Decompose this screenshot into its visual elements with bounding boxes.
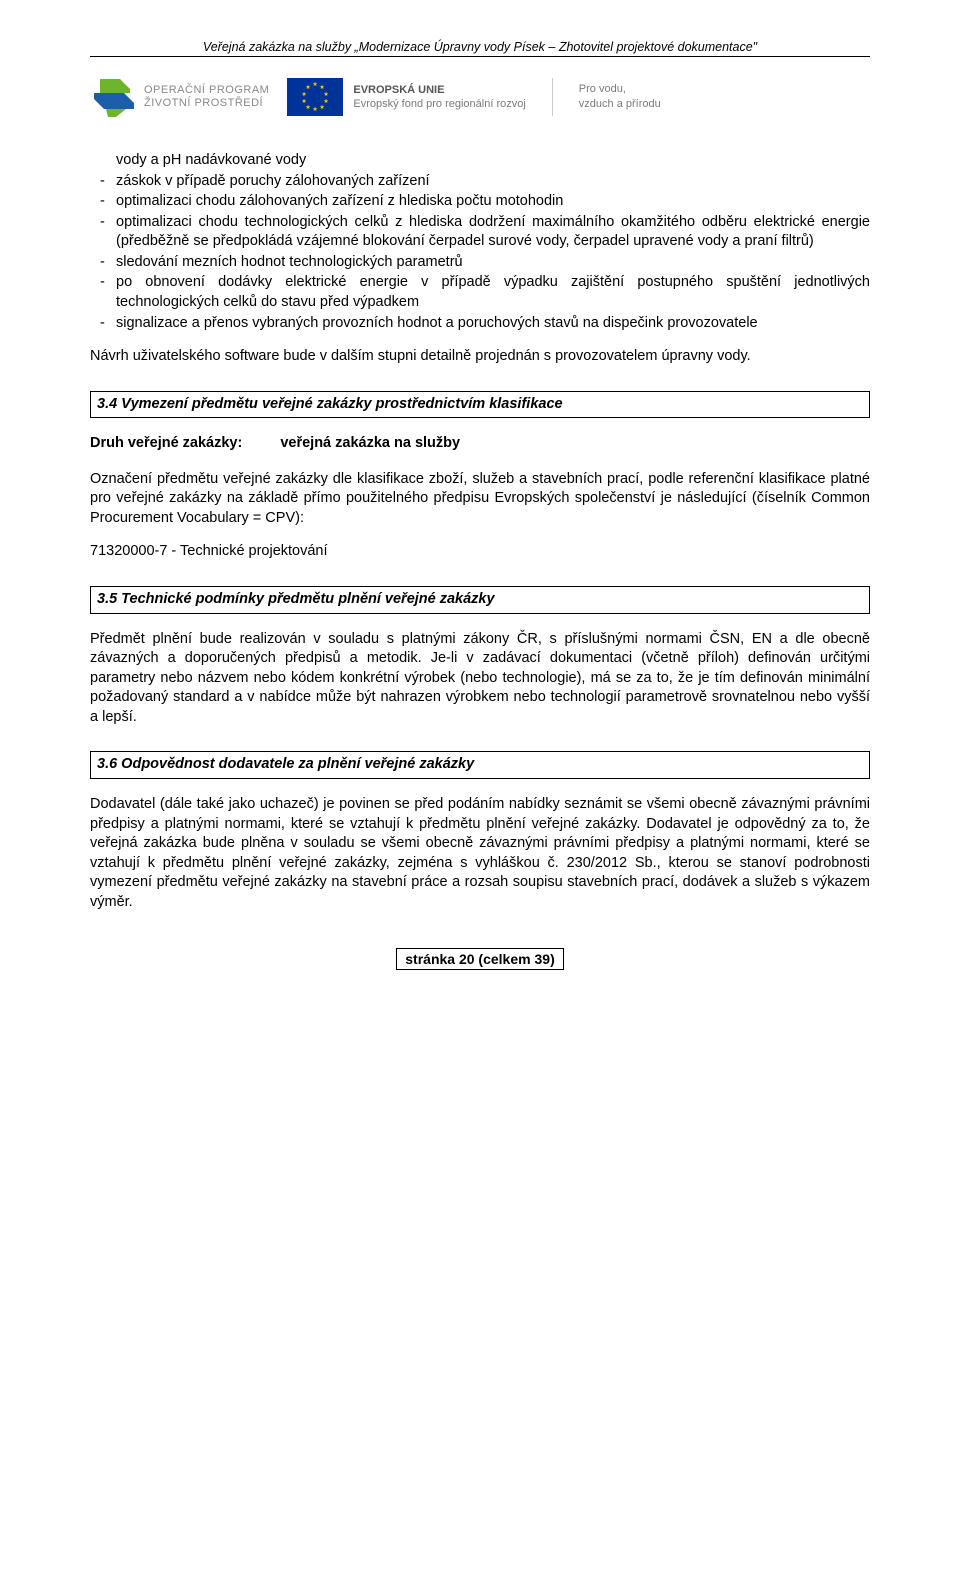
list-item: sledování mezních hodnot technologických… bbox=[90, 253, 870, 273]
paragraph: Dodavatel (dále také jako uchazeč) je po… bbox=[90, 795, 870, 912]
logo-right-text: Pro vodu, vzduch a přírodu bbox=[579, 82, 661, 113]
logo-divider bbox=[552, 78, 553, 116]
section-heading-34: 3.4 Vymezení předmětu veřejné zakázky pr… bbox=[90, 391, 870, 419]
list-item: optimalizaci chodu technologických celků… bbox=[90, 213, 870, 252]
eu-line1: EVROPSKÁ UNIE bbox=[353, 83, 525, 97]
body: vody a pH nadávkované vody záskok v příp… bbox=[90, 151, 870, 912]
kv-label: Druh veřejné zakázky: bbox=[90, 434, 242, 454]
footer-page: 20 bbox=[459, 951, 475, 967]
paragraph: Návrh uživatelského software bude v dalš… bbox=[90, 347, 870, 367]
op-line1: OPERAČNÍ PROGRAM bbox=[144, 84, 269, 97]
op-logo-text: OPERAČNÍ PROGRAM ŽIVOTNÍ PROSTŘEDÍ bbox=[144, 84, 269, 109]
section-heading-35: 3.5 Technické podmínky předmětu plnění v… bbox=[90, 586, 870, 614]
paragraph: Označení předmětu veřejné zakázky dle kl… bbox=[90, 470, 870, 529]
eu-line2: Evropský fond pro regionální rozvoj bbox=[353, 97, 525, 111]
eu-flag-icon: ★ ★ ★ ★ ★ ★ ★ ★ ★ ★ bbox=[287, 78, 343, 116]
running-header: Veřejná zakázka na služby „Modernizace Ú… bbox=[90, 40, 870, 57]
section-heading-36: 3.6 Odpovědnost dodavatele za plnění veř… bbox=[90, 751, 870, 779]
kv-value: veřejná zakázka na služby bbox=[280, 434, 460, 454]
list-item: záskok v případě poruchy zálohovaných za… bbox=[90, 172, 870, 192]
footer-suffix: ) bbox=[550, 951, 555, 967]
op-logo-icon bbox=[90, 75, 134, 119]
list-item: optimalizaci chodu zálohovaných zařízení… bbox=[90, 192, 870, 212]
list-item: po obnovení dodávky elektrické energie v… bbox=[90, 273, 870, 312]
bullet-list: záskok v případě poruchy zálohovaných za… bbox=[90, 172, 870, 334]
cpv-code: 71320000-7 - Technické projektování bbox=[90, 542, 870, 562]
intro-line: vody a pH nadávkované vody bbox=[90, 151, 870, 171]
footer-total: 39 bbox=[534, 951, 550, 967]
eu-text: EVROPSKÁ UNIE Evropský fond pro regionál… bbox=[353, 83, 525, 112]
page-number-box: stránka 20 (celkem 39) bbox=[396, 948, 563, 970]
page: Veřejná zakázka na služby „Modernizace Ú… bbox=[0, 0, 960, 1000]
footer-mid: (celkem bbox=[475, 951, 535, 967]
op-line2: ŽIVOTNÍ PROSTŘEDÍ bbox=[144, 97, 269, 110]
logo-strip: OPERAČNÍ PROGRAM ŽIVOTNÍ PROSTŘEDÍ ★ ★ ★… bbox=[90, 75, 870, 119]
footer: stránka 20 (celkem 39) bbox=[90, 948, 870, 970]
right-line2: vzduch a přírodu bbox=[579, 97, 661, 112]
logo-op-block: OPERAČNÍ PROGRAM ŽIVOTNÍ PROSTŘEDÍ bbox=[90, 75, 269, 119]
list-item: signalizace a přenos vybraných provozníc… bbox=[90, 314, 870, 334]
right-line1: Pro vodu, bbox=[579, 82, 661, 97]
footer-prefix: stránka bbox=[405, 951, 459, 967]
paragraph: Předmět plnění bude realizován v souladu… bbox=[90, 630, 870, 728]
kv-row: Druh veřejné zakázky: veřejná zakázka na… bbox=[90, 434, 870, 454]
logo-eu-block: ★ ★ ★ ★ ★ ★ ★ ★ ★ ★ EVROPSKÁ UNIE Evrops… bbox=[287, 78, 525, 116]
